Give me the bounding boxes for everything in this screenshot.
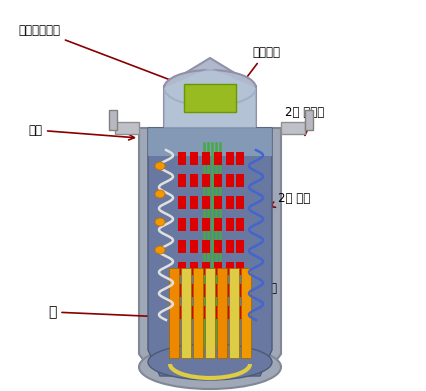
Text: 통제메카니즘: 통제메카니즘 <box>18 23 198 91</box>
Bar <box>236 152 244 165</box>
Bar <box>236 240 244 253</box>
Text: 핵: 핵 <box>48 305 185 320</box>
Bar <box>202 174 210 187</box>
Bar <box>236 262 244 275</box>
Text: 증기발생기: 증기발생기 <box>235 282 277 294</box>
Bar <box>178 152 186 165</box>
Ellipse shape <box>139 345 281 389</box>
Ellipse shape <box>155 246 165 254</box>
Bar <box>226 240 234 253</box>
Bar <box>236 306 244 319</box>
Bar <box>190 240 198 253</box>
Bar <box>115 122 139 134</box>
Bar <box>184 84 236 112</box>
Bar <box>202 306 210 319</box>
Polygon shape <box>148 128 272 156</box>
Bar <box>202 240 210 253</box>
Bar <box>205 268 215 358</box>
Bar <box>178 240 186 253</box>
Ellipse shape <box>148 344 272 380</box>
Bar <box>241 268 251 358</box>
Bar <box>226 306 234 319</box>
Text: 자체가압: 자체가압 <box>231 45 280 98</box>
Bar <box>190 196 198 209</box>
Bar <box>236 284 244 297</box>
Bar <box>214 196 222 209</box>
Bar <box>169 268 179 358</box>
Polygon shape <box>148 128 272 376</box>
Bar <box>178 218 186 231</box>
Bar <box>214 174 222 187</box>
Polygon shape <box>164 68 256 128</box>
Bar <box>190 174 198 187</box>
Bar <box>236 174 244 187</box>
Bar <box>178 284 186 297</box>
Bar <box>190 306 198 319</box>
Bar <box>214 262 222 275</box>
Bar <box>281 122 305 134</box>
Bar <box>226 174 234 187</box>
Bar <box>190 152 198 165</box>
Bar <box>202 218 210 231</box>
Bar <box>226 218 234 231</box>
Bar <box>178 306 186 319</box>
Text: 2차 증기: 2차 증기 <box>269 192 310 207</box>
Bar <box>181 268 191 358</box>
Bar <box>178 196 186 209</box>
Ellipse shape <box>155 162 165 170</box>
Bar <box>202 152 210 165</box>
Bar <box>190 262 198 275</box>
Bar <box>202 262 210 275</box>
Bar <box>236 196 244 209</box>
Bar <box>226 196 234 209</box>
Bar <box>202 284 210 297</box>
Bar <box>178 262 186 275</box>
Ellipse shape <box>155 190 165 198</box>
Ellipse shape <box>155 218 165 226</box>
Bar <box>202 196 210 209</box>
Polygon shape <box>164 58 256 128</box>
Bar <box>214 284 222 297</box>
Text: 용기: 용기 <box>28 124 134 140</box>
Bar <box>226 262 234 275</box>
Bar <box>214 218 222 231</box>
Bar <box>190 218 198 231</box>
Ellipse shape <box>164 70 256 106</box>
Bar <box>214 152 222 165</box>
Bar <box>305 110 313 130</box>
Polygon shape <box>139 128 281 380</box>
Bar <box>214 306 222 319</box>
Bar <box>226 284 234 297</box>
Bar <box>214 240 222 253</box>
Text: 2차 응축수: 2차 응축수 <box>285 106 324 135</box>
Bar <box>193 268 203 358</box>
Bar <box>226 152 234 165</box>
Bar <box>217 268 227 358</box>
Bar <box>236 218 244 231</box>
Bar <box>190 284 198 297</box>
Bar <box>229 268 239 358</box>
Bar <box>178 174 186 187</box>
Bar <box>109 110 117 130</box>
